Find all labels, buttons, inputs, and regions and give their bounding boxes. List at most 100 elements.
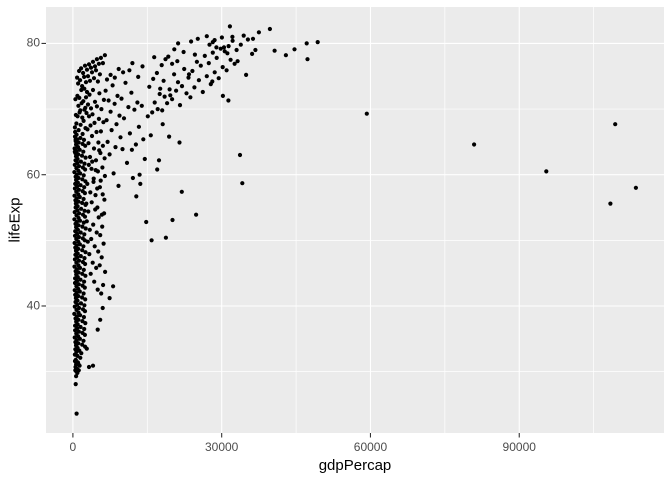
data-point [72, 162, 77, 167]
data-point [90, 87, 96, 93]
data-point [267, 26, 272, 32]
data-point [170, 97, 175, 102]
data-point [198, 63, 203, 68]
data-point [84, 67, 90, 72]
data-point [189, 39, 194, 44]
data-point [78, 324, 83, 330]
data-point [244, 72, 249, 77]
data-point [93, 68, 99, 73]
data-point [84, 110, 89, 116]
data-point [81, 315, 86, 320]
data-point [241, 33, 246, 38]
data-point [237, 152, 243, 158]
data-point [97, 148, 102, 153]
data-point [78, 301, 84, 306]
data-point [154, 70, 159, 76]
data-point [174, 88, 179, 93]
data-point [115, 93, 120, 98]
data-point [147, 84, 152, 89]
data-point [152, 100, 157, 105]
data-point [81, 70, 86, 76]
data-point [121, 70, 126, 75]
x-axis-title: gdpPercap [318, 457, 392, 474]
data-point [87, 227, 92, 232]
data-point [100, 61, 105, 66]
x-tick-label: 30000 [204, 440, 239, 454]
data-point [179, 189, 184, 194]
data-point [116, 66, 121, 72]
data-point [82, 326, 87, 332]
data-point [83, 167, 88, 172]
data-point [93, 158, 99, 163]
data-point [82, 309, 88, 314]
data-point [177, 103, 183, 108]
data-point [118, 135, 123, 140]
data-point [159, 63, 164, 68]
data-point [79, 206, 84, 211]
data-point [167, 87, 172, 92]
data-point [226, 44, 231, 49]
data-point [90, 112, 95, 117]
data-point [87, 154, 93, 160]
data-point [103, 88, 108, 93]
data-point [181, 49, 186, 55]
data-point [82, 74, 87, 79]
data-point [96, 61, 101, 66]
data-point [82, 191, 87, 196]
data-point [81, 291, 86, 296]
data-point [129, 90, 134, 95]
data-point [82, 63, 88, 68]
plot-panel [46, 7, 664, 433]
data-point [73, 382, 78, 387]
data-point [103, 269, 108, 274]
data-point [116, 183, 121, 188]
data-point [175, 59, 180, 64]
data-point [91, 179, 96, 184]
data-point [77, 218, 83, 223]
data-point [305, 57, 310, 62]
data-point [240, 181, 245, 186]
data-point [188, 95, 193, 100]
data-point [79, 351, 84, 356]
data-point [89, 70, 95, 75]
data-point [292, 47, 297, 52]
data-point [138, 181, 143, 186]
y-tick-label: 80 [26, 35, 40, 50]
data-point [98, 317, 103, 322]
data-point [204, 34, 209, 39]
data-point [105, 139, 110, 144]
data-point [88, 106, 94, 111]
data-point [80, 200, 85, 205]
data-point [108, 72, 113, 77]
data-point [119, 96, 124, 101]
y-tick-label: 40 [26, 298, 40, 313]
data-point [81, 267, 86, 272]
data-point [83, 273, 88, 278]
data-point [77, 242, 82, 247]
data-point [250, 51, 255, 57]
data-point [80, 224, 85, 229]
data-point [101, 241, 106, 246]
data-point [72, 257, 77, 262]
data-point [112, 75, 117, 80]
data-point [214, 55, 219, 61]
data-point [167, 134, 172, 139]
data-point [77, 336, 82, 341]
data-point [81, 137, 87, 142]
data-point [76, 128, 81, 133]
data-point [74, 121, 79, 126]
data-point [90, 363, 96, 368]
data-point [82, 107, 87, 112]
data-point [72, 125, 77, 130]
data-point [250, 36, 256, 41]
data-point [114, 122, 119, 127]
data-point [98, 55, 103, 61]
data-point [152, 55, 157, 60]
data-point [107, 152, 112, 157]
data-point [170, 61, 175, 66]
data-point [272, 48, 277, 53]
data-point [78, 159, 83, 164]
data-point [79, 66, 84, 71]
data-point [100, 224, 105, 229]
data-point [100, 165, 105, 170]
